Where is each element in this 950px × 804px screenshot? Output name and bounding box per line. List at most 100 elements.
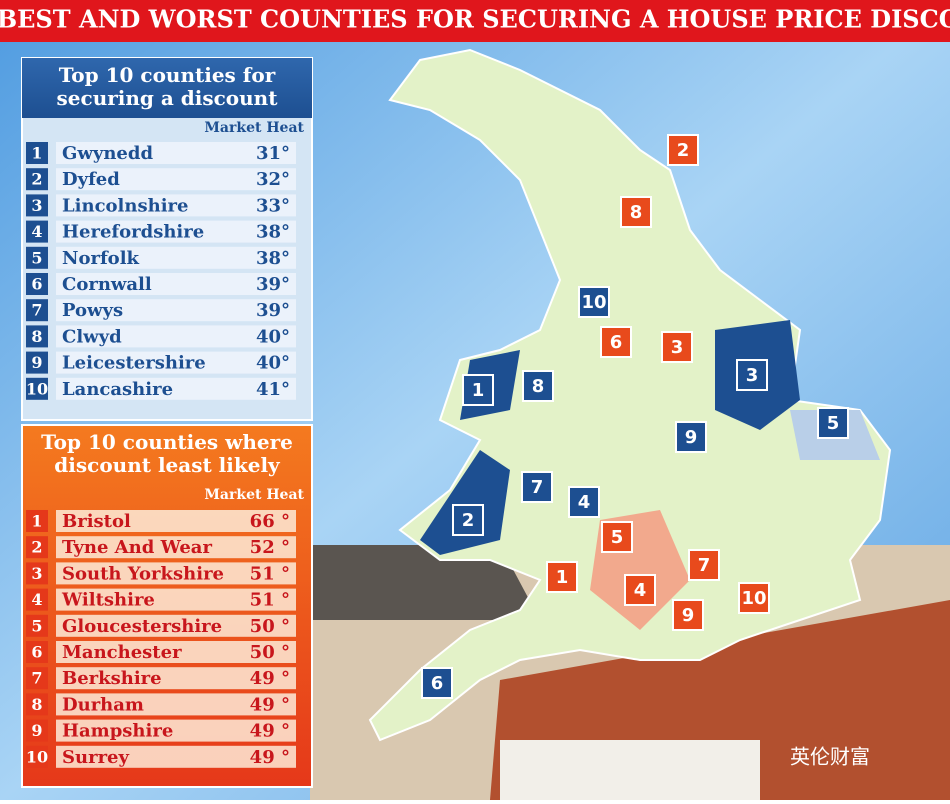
rank: 2 <box>31 170 42 189</box>
county: Norfolk <box>62 248 140 269</box>
map-marker <box>601 521 633 553</box>
rank-box <box>26 614 48 637</box>
county: South Yorkshire <box>62 563 224 584</box>
map-marker <box>675 421 707 453</box>
county: Gloucestershire <box>62 616 222 637</box>
watermark: 英伦财富 <box>790 745 870 769</box>
rank: 3 <box>31 196 42 215</box>
panel-title: Top 10 counties for securing a discount <box>57 63 279 110</box>
map-marker <box>738 582 770 614</box>
market-heat: 49 ° <box>250 721 290 742</box>
row-bg <box>56 246 296 269</box>
market-heat: 38° <box>256 222 290 243</box>
county: Wiltshire <box>61 590 155 611</box>
rank: 1 <box>31 512 42 531</box>
county: Herefordshire <box>62 222 204 243</box>
map-marker <box>521 471 553 503</box>
county: Tyne And Wear <box>62 537 212 558</box>
map-marker-label: 4 <box>634 580 647 601</box>
map-marker-label: 9 <box>685 427 698 448</box>
title: THE BEST AND WORST COUNTIES FOR SECURING… <box>0 5 950 34</box>
map-outline <box>368 48 892 742</box>
map-marker-label: 6 <box>610 332 623 353</box>
market-heat: 41° <box>256 379 290 400</box>
row-bg <box>56 351 296 374</box>
rank-box <box>26 719 48 742</box>
rank: 10 <box>26 747 48 766</box>
map-marker-label: 5 <box>611 527 624 548</box>
map-marker-label: 10 <box>741 588 766 609</box>
rank-box <box>26 536 48 559</box>
row-bg <box>56 641 296 663</box>
county: Gwynedd <box>62 143 153 164</box>
county: Bristol <box>62 511 131 532</box>
rank: 8 <box>31 695 42 714</box>
rank-box <box>26 693 48 716</box>
map-marker-label: 1 <box>472 380 485 401</box>
rank: 5 <box>31 616 42 635</box>
row-bg <box>56 614 296 637</box>
rank: 2 <box>31 538 42 557</box>
map-marker <box>600 326 632 358</box>
map-marker-label: 3 <box>746 365 759 386</box>
map-marker-label: 8 <box>630 202 643 223</box>
rank-box <box>26 299 48 322</box>
market-heat: 33° <box>256 195 290 216</box>
market-heat: 49 ° <box>250 668 290 689</box>
market-heat: 52 ° <box>250 537 290 558</box>
rank-box <box>26 220 48 243</box>
map-marker-label: 7 <box>531 477 544 498</box>
county: Durham <box>62 694 144 715</box>
county: Leicestershire <box>62 353 206 374</box>
rank: 7 <box>31 301 42 320</box>
best-header <box>22 58 312 118</box>
rank: 8 <box>31 327 42 346</box>
rank-box <box>26 246 48 269</box>
map-marker <box>620 196 652 228</box>
map-marker-label: 8 <box>532 376 545 397</box>
map-marker-label: 1 <box>556 567 569 588</box>
county: Manchester <box>62 642 182 663</box>
row-bg <box>56 299 296 322</box>
title-bar <box>0 0 950 42</box>
rank-box <box>26 273 48 295</box>
map-marker <box>546 561 578 593</box>
market-heat: 38° <box>256 248 290 269</box>
county: Powys <box>62 300 123 321</box>
county: Clwyd <box>62 326 122 347</box>
row-bg <box>56 220 296 243</box>
county: Surrey <box>62 747 130 768</box>
rank-box <box>26 194 48 217</box>
market-heat: 31° <box>256 143 290 164</box>
row-bg <box>56 667 296 690</box>
map-marker <box>568 486 600 518</box>
rank: 6 <box>31 275 42 294</box>
county: Lincolnshire <box>62 195 188 216</box>
rank-box <box>26 562 48 585</box>
rank: 7 <box>31 669 42 688</box>
market-heat: 40° <box>256 326 290 347</box>
rank: 10 <box>26 379 48 398</box>
map-marker <box>578 286 610 318</box>
rank-box <box>26 142 48 164</box>
rank: 1 <box>31 144 42 163</box>
row-bg <box>56 562 296 585</box>
map-marker-label: 6 <box>431 673 444 694</box>
rank: 4 <box>31 590 42 609</box>
rank-box <box>26 745 48 768</box>
market-heat: 50 ° <box>250 616 290 637</box>
market-heat: 40° <box>256 353 290 374</box>
map-marker <box>667 134 699 166</box>
map-marker <box>452 504 484 536</box>
map-marker <box>421 667 453 699</box>
rank: 4 <box>31 222 42 241</box>
map-marker-label: 4 <box>578 492 591 513</box>
map-marker-label: 5 <box>827 413 840 434</box>
county: Dyfed <box>62 169 120 190</box>
map-marker-label: 9 <box>682 605 695 626</box>
row-bg <box>56 194 296 217</box>
market-heat: 66 ° <box>250 511 290 532</box>
rank: 9 <box>31 721 42 740</box>
row-bg <box>56 510 296 532</box>
